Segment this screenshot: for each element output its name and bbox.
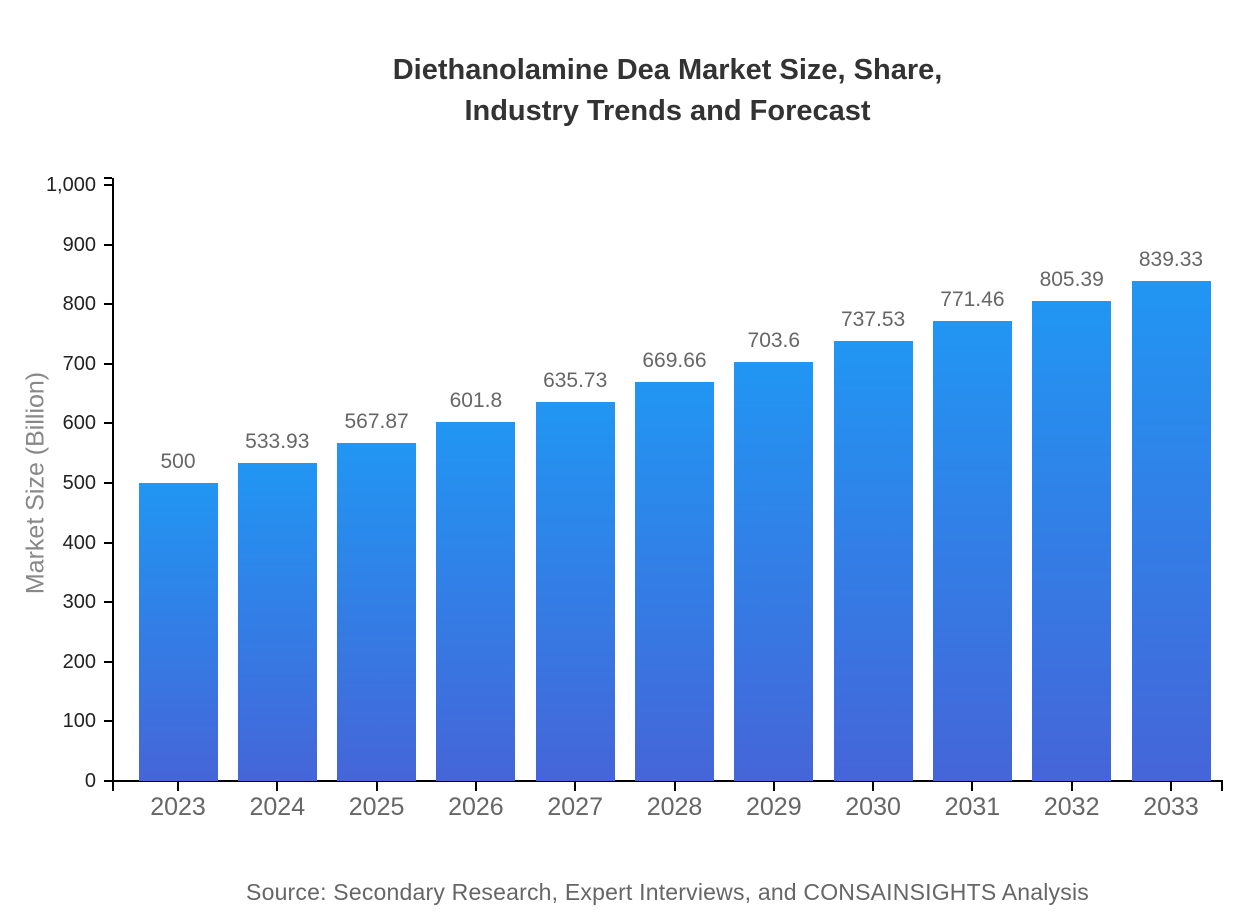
bar-value-label: 839.33 xyxy=(1138,247,1204,271)
bar-value-label: 771.46 xyxy=(940,288,1005,312)
x-tick-label: 2033 xyxy=(1143,793,1199,821)
chart-title-line1: Diethanolamine Dea Market Size, Share, xyxy=(392,54,943,86)
bar-2033 xyxy=(1131,280,1211,781)
y-tick-mark xyxy=(104,720,112,723)
bar-value-label: 737.53 xyxy=(840,308,906,332)
x-tick-label: 2024 xyxy=(249,793,306,821)
bar-value-label: 567.87 xyxy=(344,409,409,433)
bar-2023 xyxy=(138,483,218,781)
bar-2032 xyxy=(1032,301,1112,781)
y-tick-mark xyxy=(104,422,112,425)
bar-2027 xyxy=(535,402,615,781)
y-tick-label: 400 xyxy=(62,531,96,554)
x-tick-label: 2025 xyxy=(348,793,405,821)
y-tick-mark xyxy=(104,780,112,782)
x-tick-mark xyxy=(872,782,875,791)
y-tick-label: 300 xyxy=(62,591,96,614)
x-tick-mark xyxy=(1070,782,1073,791)
y-tick-mark xyxy=(104,541,112,544)
plot-area: 0 100 200 300 400 500 600 700 800 900 1,000 500 2023… xyxy=(46,175,1223,821)
bar-value-label: 500 xyxy=(160,450,196,473)
bar-2031 xyxy=(932,321,1012,781)
y-tick-label: 900 xyxy=(62,233,96,256)
x-tick-mark xyxy=(474,782,477,791)
y-tick-label: 1,000 xyxy=(45,174,96,196)
x-tick-label: 2027 xyxy=(547,793,603,821)
chart-title: Diethanolamine Dea Market Size, Share, I… xyxy=(113,50,1222,132)
bar-value-label: 533.93 xyxy=(245,429,310,453)
bar-value-label: 669.66 xyxy=(642,348,707,372)
y-tick-mark xyxy=(104,303,112,306)
x-tick-mark xyxy=(375,782,378,791)
y-tick-label: 0 xyxy=(84,770,96,792)
y-tick-label: 500 xyxy=(62,472,96,494)
y-tick-mark xyxy=(104,243,112,246)
x-tick-label: 2023 xyxy=(150,793,206,821)
x-tick-label: 2028 xyxy=(646,793,703,821)
y-tick-mark xyxy=(104,482,112,484)
x-tick-label: 2026 xyxy=(448,793,504,821)
x-tick-mark xyxy=(276,782,279,791)
y-tick-mark xyxy=(104,362,112,365)
x-axis-cap-tick-right xyxy=(1221,782,1223,791)
bar-value-label: 635.73 xyxy=(543,369,608,393)
source-note: Source: Secondary Research, Expert Inter… xyxy=(246,879,1089,905)
bar-2024 xyxy=(237,462,317,781)
y-axis-line xyxy=(112,178,114,781)
y-axis-cap-tick xyxy=(104,177,112,179)
x-tick-mark xyxy=(177,782,179,791)
x-tick-mark xyxy=(673,782,676,791)
x-tick-label: 2031 xyxy=(944,793,1001,821)
y-tick-mark xyxy=(104,184,112,186)
bar-value-label: 601.8 xyxy=(449,389,503,413)
y-tick-label: 100 xyxy=(62,710,96,733)
x-tick-label: 2030 xyxy=(845,793,901,821)
y-tick-label: 700 xyxy=(62,352,96,375)
y-tick-label: 200 xyxy=(62,650,96,673)
x-tick-mark xyxy=(574,782,577,791)
x-tick-mark xyxy=(772,782,775,791)
y-tick-label: 600 xyxy=(62,412,96,435)
chart-title-line2: Industry Trends and Forecast xyxy=(464,95,871,127)
bar-2030 xyxy=(833,341,913,781)
bar-2025 xyxy=(337,442,417,781)
bar-value-label: 805.39 xyxy=(1039,267,1104,291)
bar-2029 xyxy=(734,361,814,781)
x-tick-label: 2032 xyxy=(1043,793,1100,821)
y-tick-mark xyxy=(104,660,112,663)
x-tick-label: 2029 xyxy=(745,793,802,821)
x-tick-mark xyxy=(1170,782,1172,791)
bar-2026 xyxy=(436,422,516,781)
x-axis-cap-tick-left xyxy=(112,782,114,791)
y-tick-label: 800 xyxy=(62,293,96,316)
y-tick-mark xyxy=(104,601,112,604)
x-axis-line xyxy=(112,780,1223,782)
bar-value-label: 703.6 xyxy=(747,328,801,352)
x-tick-mark xyxy=(971,782,974,791)
bar-2028 xyxy=(635,381,714,781)
